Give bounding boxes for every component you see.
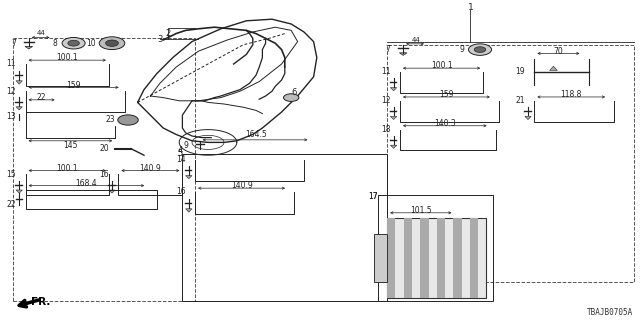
Circle shape (474, 47, 486, 52)
Text: 4: 4 (177, 146, 182, 155)
Text: 17: 17 (368, 192, 378, 201)
Text: 15: 15 (6, 170, 16, 179)
Bar (387, 218, 396, 298)
Bar (13, 38, 195, 301)
Bar (404, 218, 412, 298)
Polygon shape (186, 176, 192, 179)
Text: 23: 23 (106, 116, 115, 124)
Bar (437, 218, 445, 298)
Text: 21: 21 (515, 96, 525, 105)
Polygon shape (109, 190, 115, 193)
Polygon shape (399, 53, 407, 55)
Text: 20: 20 (99, 144, 109, 153)
Text: 6: 6 (291, 88, 296, 97)
Circle shape (68, 40, 79, 46)
Text: 3: 3 (157, 36, 163, 44)
Text: 164.5: 164.5 (245, 130, 266, 139)
Text: 11: 11 (381, 68, 390, 76)
Bar (387, 45, 634, 282)
Text: 13: 13 (6, 112, 16, 121)
Circle shape (118, 115, 138, 125)
Circle shape (99, 37, 125, 50)
Polygon shape (186, 209, 192, 212)
Text: FR.: FR. (31, 297, 50, 308)
Text: 159: 159 (439, 90, 454, 99)
Circle shape (468, 44, 492, 55)
Bar (378, 195, 493, 301)
Polygon shape (25, 46, 33, 49)
Text: 9: 9 (459, 45, 464, 54)
Text: 22: 22 (6, 200, 16, 209)
Text: 100.1: 100.1 (56, 164, 78, 173)
Polygon shape (390, 145, 397, 148)
Text: 100.1: 100.1 (431, 61, 452, 70)
Polygon shape (390, 88, 397, 91)
Text: 101.5: 101.5 (410, 206, 431, 215)
Bar (182, 154, 387, 301)
Text: 17: 17 (368, 192, 378, 201)
Circle shape (62, 37, 85, 49)
Text: 100.1: 100.1 (56, 53, 78, 62)
Bar (374, 234, 387, 282)
Text: 7: 7 (11, 39, 16, 48)
Text: 159: 159 (67, 81, 81, 90)
Polygon shape (550, 66, 557, 70)
Bar (387, 218, 486, 298)
Text: 12: 12 (6, 87, 16, 96)
Text: 145: 145 (63, 141, 77, 150)
Polygon shape (16, 81, 22, 84)
Text: 22: 22 (37, 93, 46, 102)
Bar (453, 218, 461, 298)
Text: 9: 9 (184, 141, 189, 150)
Text: 168.4: 168.4 (76, 179, 97, 188)
Circle shape (284, 94, 299, 101)
Polygon shape (390, 116, 397, 119)
Text: 12: 12 (381, 96, 390, 105)
Text: 70: 70 (554, 47, 563, 56)
Text: 7: 7 (385, 45, 390, 54)
Text: 140.9: 140.9 (231, 181, 252, 190)
Text: 10: 10 (86, 39, 96, 48)
Text: 18: 18 (381, 125, 390, 134)
Text: 118.8: 118.8 (561, 90, 582, 99)
Text: 5: 5 (177, 149, 182, 158)
Text: 14: 14 (176, 156, 186, 164)
Circle shape (106, 40, 118, 46)
Text: TBAJB0705A: TBAJB0705A (588, 308, 634, 317)
Text: 11: 11 (6, 60, 16, 68)
Text: 19: 19 (515, 68, 525, 76)
Text: 16: 16 (99, 170, 109, 179)
Text: 44: 44 (37, 30, 45, 36)
Text: 44: 44 (412, 36, 420, 43)
Bar (420, 218, 429, 298)
Text: 2: 2 (165, 29, 170, 38)
Text: 16: 16 (176, 188, 186, 196)
Polygon shape (16, 190, 22, 193)
Text: 1: 1 (468, 4, 473, 12)
Polygon shape (525, 116, 531, 119)
Bar (470, 218, 478, 298)
Text: 140.9: 140.9 (140, 164, 161, 173)
Text: 8: 8 (53, 39, 58, 48)
Text: 140.3: 140.3 (434, 119, 456, 128)
Polygon shape (16, 107, 22, 110)
